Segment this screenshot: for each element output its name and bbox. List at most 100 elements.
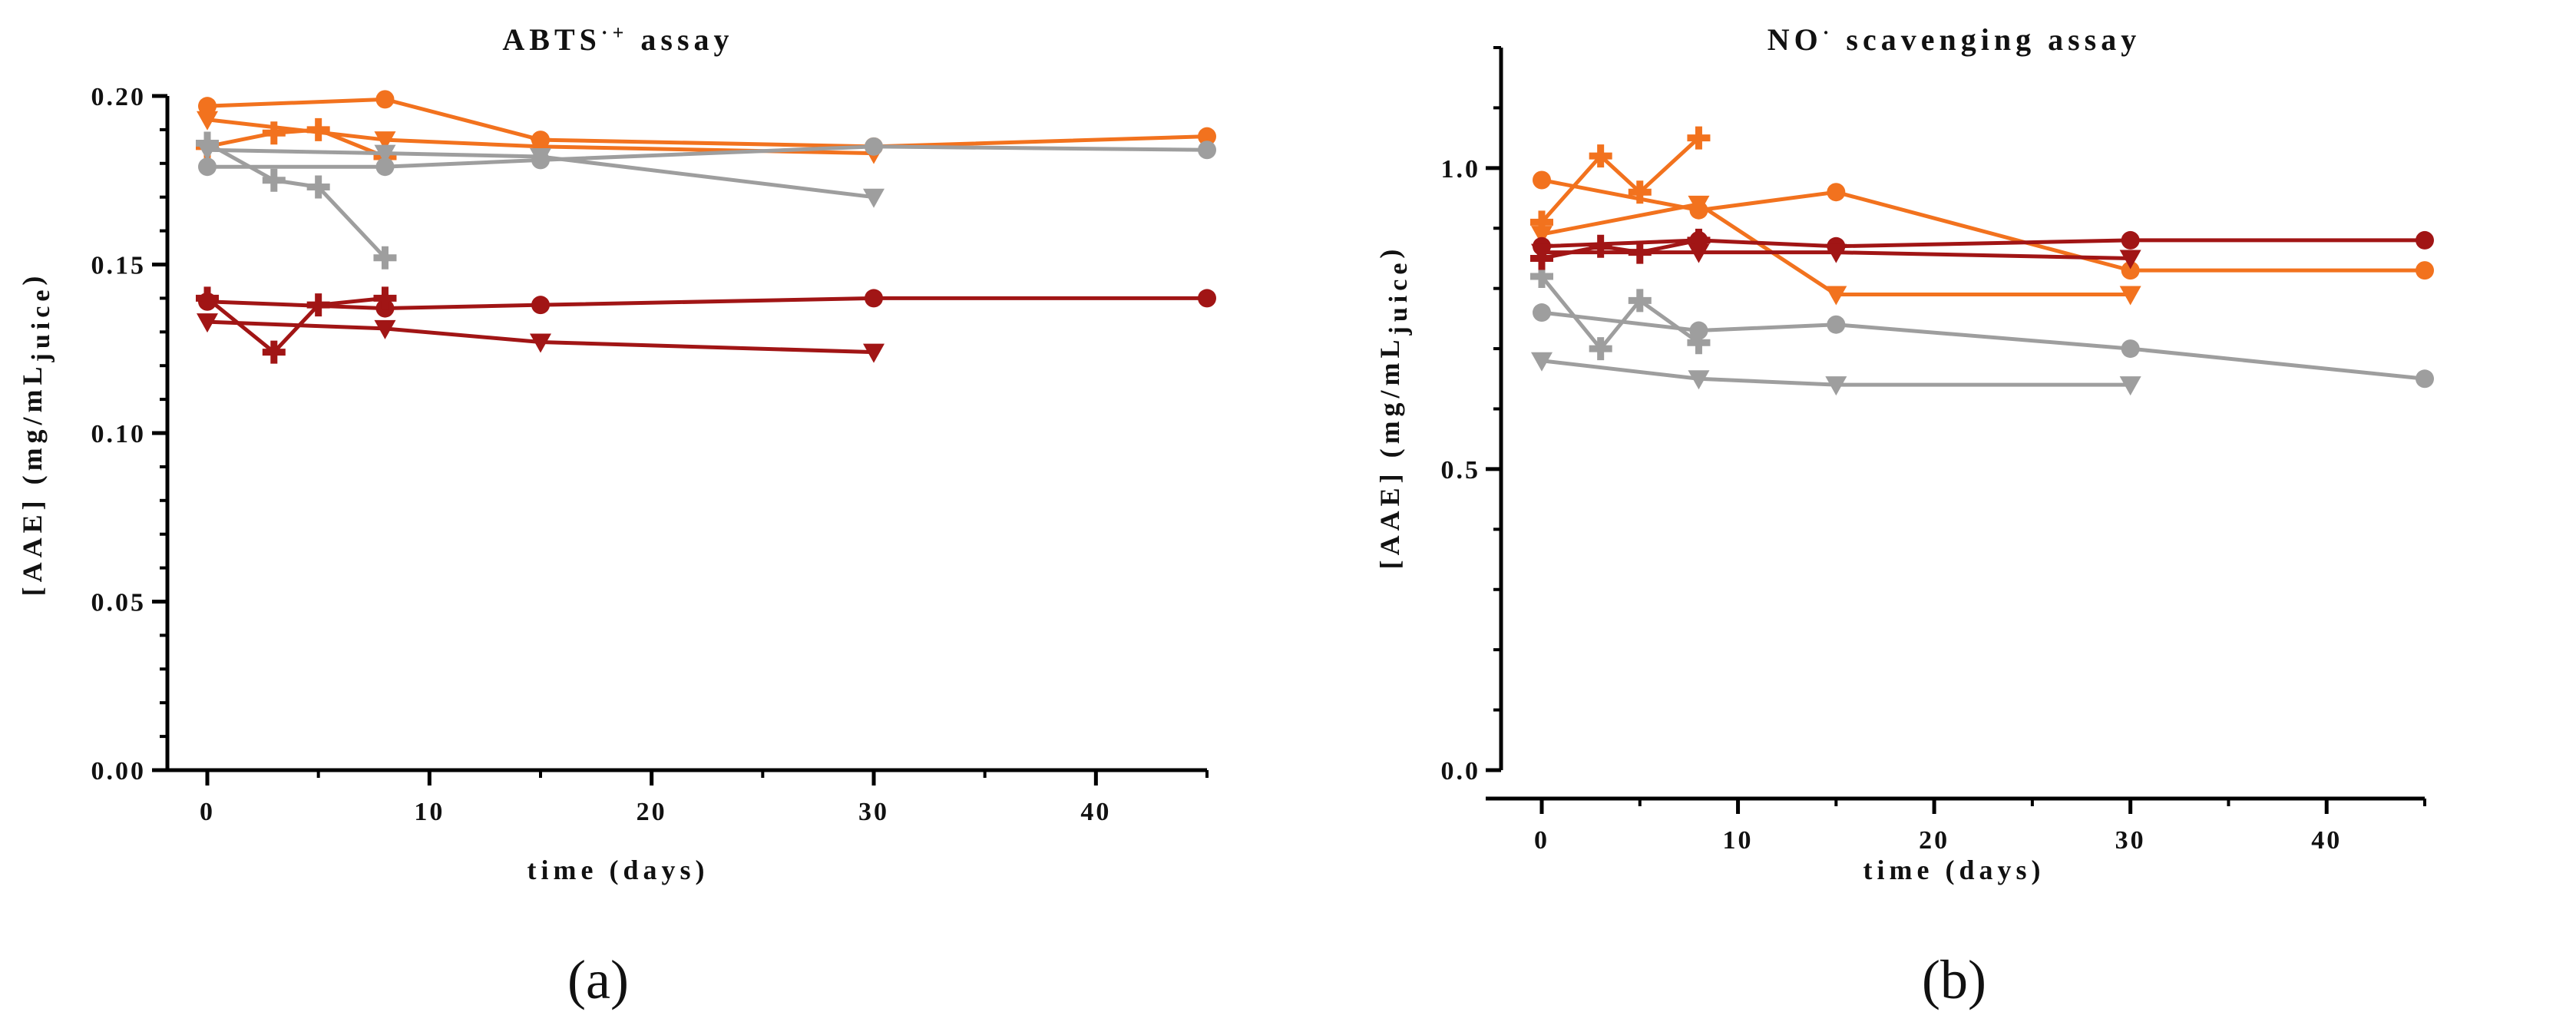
data-point-cross xyxy=(1530,210,1553,234)
data-point-cross xyxy=(373,246,397,270)
chart-title: NO· scavenging assay xyxy=(1767,21,2141,57)
series-line-gray-cross xyxy=(206,141,387,260)
data-point-cross xyxy=(1530,246,1553,270)
chart-title-rest: assay xyxy=(628,22,733,57)
data-point-circle xyxy=(198,97,217,116)
data-point-triangle xyxy=(530,333,551,353)
data-point-circle xyxy=(2416,369,2434,389)
data-point-cross xyxy=(1589,144,1612,168)
data-point-cross xyxy=(262,168,286,192)
data-point-circle xyxy=(375,157,395,177)
data-point-circle xyxy=(1827,315,1846,334)
chart-title-sup: · xyxy=(1823,21,1834,44)
data-point-triangle xyxy=(197,313,218,333)
data-point-circle xyxy=(1689,321,1708,340)
chart-title-main: ABTS xyxy=(502,22,601,57)
data-point-circle xyxy=(865,137,883,156)
data-point-cross xyxy=(1687,331,1711,355)
data-point-circle xyxy=(2121,339,2140,359)
data-point-circle xyxy=(1198,141,1216,160)
data-point-circle xyxy=(2416,230,2434,250)
data-point-circle xyxy=(2121,261,2140,280)
data-point-circle xyxy=(1198,289,1216,308)
y-axis-label-main: [AAE] (mg/mL xyxy=(17,362,48,596)
y-tick-label: 0.05 xyxy=(91,589,147,617)
data-point-cross xyxy=(1589,337,1612,361)
data-point-triangle xyxy=(1688,195,1710,215)
data-point-circle xyxy=(2121,230,2140,250)
y-axis-label: [AAE] (mg/mLjuice) xyxy=(1374,245,1413,570)
data-point-cross xyxy=(1687,126,1711,150)
y-tick-label: 0.5 xyxy=(1441,456,1481,485)
data-point-cross xyxy=(373,286,397,310)
chart-abts: ABTS·+ assay 0.00 0.05 0.10 0.15 0.20 0 10 20 30 4… xyxy=(17,21,1216,1010)
x-tick-label: 40 xyxy=(2311,826,2342,855)
y-tick-label: 0.0 xyxy=(1441,757,1481,786)
series-line-orange-cross xyxy=(207,127,386,159)
series-line-darkred-triangle xyxy=(207,319,875,355)
series-line-gray-cross xyxy=(1540,275,1700,351)
data-point-circle xyxy=(1198,127,1216,146)
data-point-circle xyxy=(1827,183,1846,202)
data-point-triangle xyxy=(530,137,551,157)
series-line-orange-triangle xyxy=(1541,202,2131,297)
series-line-gray-triangle xyxy=(207,147,875,200)
x-tick-label: 0 xyxy=(200,798,215,826)
data-point-cross xyxy=(1628,180,1652,204)
series-line-orange-cross xyxy=(1540,136,1701,224)
chart-title: ABTS·+ assay xyxy=(502,21,733,57)
chart-no-scavenging: NO· scavenging assay 0.0 0.5 1.0 0 10 20 30 40 ti… xyxy=(1374,21,2434,1010)
series-line-darkred-cross xyxy=(1541,238,1699,260)
data-point-circle xyxy=(531,296,550,315)
data-point-cross xyxy=(1628,289,1652,313)
x-tick-label: 0 xyxy=(1534,826,1549,855)
panel-label: (b) xyxy=(1922,949,1986,1010)
x-tick-label: 30 xyxy=(858,798,889,826)
data-point-circle xyxy=(865,289,883,308)
x-tick-label: 40 xyxy=(1080,798,1111,826)
y-axis-label-main: [AAE] (mg/mL xyxy=(1374,335,1405,569)
data-point-cross xyxy=(1687,228,1711,252)
y-axis-label-end: ) xyxy=(17,272,48,286)
data-point-cross xyxy=(1589,234,1612,258)
data-point-triangle xyxy=(374,319,396,339)
x-axis-label: time (days) xyxy=(1863,855,2045,885)
data-point-triangle xyxy=(1531,352,1553,372)
data-point-cross xyxy=(196,286,219,310)
data-point-triangle xyxy=(374,144,396,164)
series-line-darkred-triangle xyxy=(1542,250,2131,260)
chart-title-sup: ·+ xyxy=(601,21,629,44)
data-point-triangle xyxy=(2119,376,2141,396)
data-point-cross xyxy=(196,131,219,155)
y-axis-label-sub: juice xyxy=(27,286,55,363)
data-point-cross xyxy=(262,340,286,364)
data-point-cross xyxy=(262,121,286,145)
series-line-orange-circle xyxy=(207,97,1208,149)
data-point-triangle xyxy=(530,148,551,168)
data-point-triangle xyxy=(1825,286,1847,306)
data-point-triangle xyxy=(1825,376,1847,396)
data-point-cross xyxy=(1628,240,1652,264)
data-point-triangle xyxy=(2119,286,2141,306)
data-point-triangle xyxy=(863,188,885,208)
y-axis-label-sub: juice xyxy=(1384,259,1413,336)
y-tick-label: 0.15 xyxy=(91,252,147,280)
x-tick-label: 30 xyxy=(2115,826,2146,855)
data-point-circle xyxy=(375,90,395,109)
x-tick-label: 10 xyxy=(1723,826,1754,855)
x-tick-label: 10 xyxy=(414,798,445,826)
y-tick-label: 0.10 xyxy=(91,420,147,448)
data-point-triangle xyxy=(1688,243,1710,263)
chart-title-main: NO xyxy=(1767,22,1823,57)
series-line-darkred-cross xyxy=(206,296,385,355)
series-line-gray-circle xyxy=(1541,310,2426,381)
data-point-triangle xyxy=(374,131,396,151)
panel-label: (a) xyxy=(567,949,629,1010)
y-axis-label-end: ) xyxy=(1374,245,1405,259)
data-point-cross xyxy=(306,175,330,199)
y-tick-label: 0.00 xyxy=(91,757,147,786)
data-point-triangle xyxy=(197,111,218,131)
data-point-cross xyxy=(306,117,330,141)
series-line-gray-triangle xyxy=(1541,359,2131,387)
